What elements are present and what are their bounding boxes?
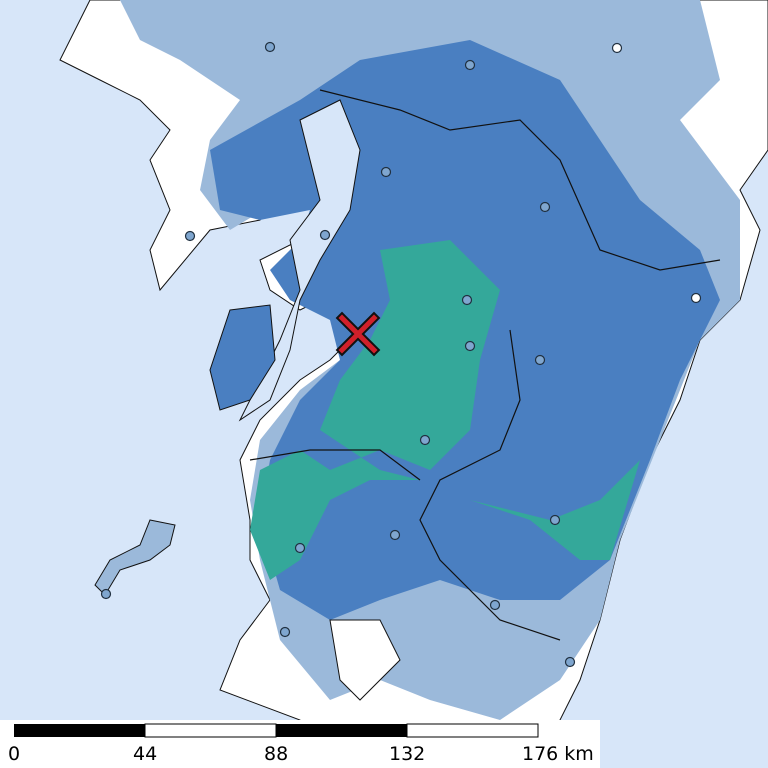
scale-label: 44 — [133, 743, 157, 765]
station — [564, 656, 576, 668]
epicenter — [335, 311, 381, 357]
station — [100, 588, 112, 600]
scale-segment — [276, 724, 407, 737]
scale-segment — [144, 723, 277, 738]
station — [464, 340, 476, 352]
scale-label: 176 km — [522, 743, 594, 765]
scale-label: 0 — [8, 743, 20, 765]
station — [279, 626, 291, 638]
station — [419, 434, 431, 446]
station — [489, 599, 501, 611]
station — [464, 59, 476, 71]
scale-label: 88 — [264, 743, 288, 765]
station — [539, 201, 551, 213]
station — [184, 230, 196, 242]
stations — [100, 41, 702, 668]
station — [380, 166, 392, 178]
station — [264, 41, 276, 53]
station — [549, 514, 561, 526]
scale-label: 132 — [389, 743, 425, 765]
station — [389, 529, 401, 541]
scale-segment — [406, 723, 539, 738]
scale-segment — [14, 724, 145, 737]
scale-bar: 0 44 88 132 176 km — [0, 720, 600, 768]
land — [59, 0, 768, 768]
prefecture-borders — [249, 89, 721, 641]
station — [319, 229, 331, 241]
station — [611, 42, 623, 54]
station — [534, 354, 546, 366]
station — [461, 294, 473, 306]
station — [690, 292, 702, 304]
station — [294, 542, 306, 554]
